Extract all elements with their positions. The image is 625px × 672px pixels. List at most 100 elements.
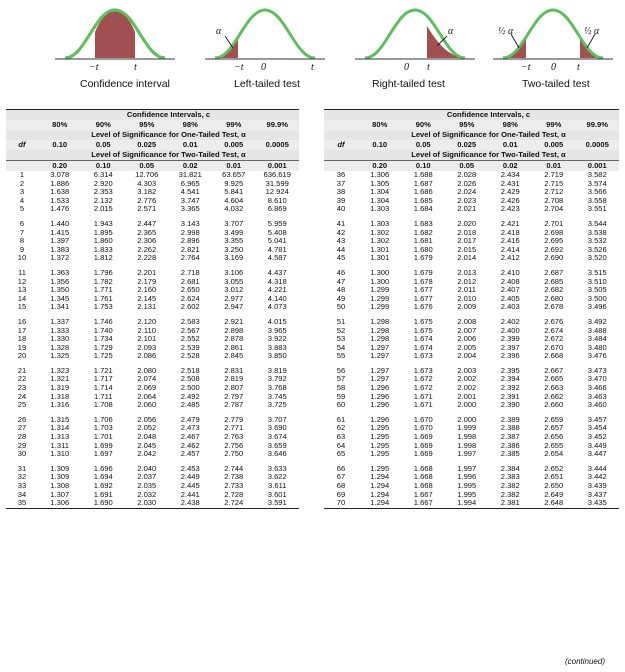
value-cell: 1.771 bbox=[93, 285, 113, 295]
value-cell: 2.438 bbox=[168, 498, 212, 509]
value-cell: 1.696 bbox=[93, 463, 113, 473]
value-cell: 3.460 bbox=[587, 400, 607, 410]
value-cell: 2.012 bbox=[457, 276, 477, 286]
value-cell: 3.551 bbox=[587, 204, 607, 214]
value-cell: 2.698 bbox=[544, 227, 564, 237]
value-cell: 1.295 bbox=[370, 440, 390, 450]
value-cell: 2.353 bbox=[93, 187, 113, 197]
df-cell: 22 bbox=[17, 374, 27, 384]
table-row: 35 1.306 1.690 2.030 2.438 2.724 3.591 bbox=[6, 498, 299, 509]
df-cell: 50 bbox=[336, 302, 346, 312]
df-cell: 34 bbox=[17, 489, 27, 499]
value-cell: 63.657 bbox=[222, 170, 246, 179]
value-cell: 2.662 bbox=[544, 391, 564, 401]
value-cell: 3.106 bbox=[224, 267, 244, 277]
conf-level: 99.9% bbox=[255, 120, 299, 130]
table-row: 28 1.313 1.701 2.048 2.467 2.763 3.674 bbox=[6, 432, 299, 442]
value-cell: 2.093 bbox=[137, 342, 157, 352]
value-cell: 2.756 bbox=[224, 440, 244, 450]
value-cell: 2.764 bbox=[180, 253, 200, 263]
df-cell: 9 bbox=[19, 244, 25, 254]
value-cell: 2.583 bbox=[180, 316, 200, 326]
table-row: 57 1.297 1.672 2.002 2.394 2.665 3.470 bbox=[324, 375, 619, 384]
value-cell: 1.300 bbox=[370, 276, 390, 286]
value-cell: 1.667 bbox=[401, 498, 445, 509]
value-cell: 1.674 bbox=[413, 334, 433, 344]
value-cell: 2.069 bbox=[137, 383, 157, 393]
df-cell: 69 bbox=[336, 489, 346, 499]
df-cell: 5 bbox=[19, 204, 25, 214]
value-cell: 1.296 bbox=[370, 391, 390, 401]
value-cell: 3.515 bbox=[587, 267, 607, 277]
value-cell: 2.414 bbox=[500, 244, 520, 254]
value-cell: 2.728 bbox=[224, 489, 244, 499]
value-cell: 3.463 bbox=[587, 391, 607, 401]
value-cell: 2.462 bbox=[180, 440, 200, 450]
two-tailed-title: Level of Significance for Two-Tailed Tes… bbox=[358, 150, 619, 161]
value-cell: 3.484 bbox=[587, 334, 607, 344]
value-cell: 3.055 bbox=[224, 276, 244, 286]
figure-caption: Confidence interval bbox=[80, 78, 170, 90]
value-cell: 2.074 bbox=[137, 374, 157, 384]
df-cell: 39 bbox=[336, 195, 346, 205]
value-cell: 1.680 bbox=[413, 244, 433, 254]
value-cell: 2.002 bbox=[457, 383, 477, 393]
table-row: 33 1.308 1.692 2.035 2.445 2.733 3.611 bbox=[6, 481, 299, 491]
value-cell: 2.692 bbox=[544, 244, 564, 254]
alpha-label: ½ α bbox=[584, 26, 600, 37]
table-row: 44 1.301 1.680 2.015 2.414 2.692 3.526 bbox=[324, 244, 619, 255]
value-cell: 1.761 bbox=[93, 293, 113, 303]
value-cell: 2.787 bbox=[224, 400, 244, 410]
continued-note: (continued) bbox=[564, 657, 605, 666]
value-cell: 2.656 bbox=[544, 432, 564, 442]
conf-level: 90% bbox=[401, 120, 445, 130]
table-row: 30 1.310 1.697 2.042 2.457 2.750 3.646 bbox=[6, 450, 299, 459]
value-cell: 4.318 bbox=[267, 276, 287, 286]
value-cell: 2.145 bbox=[137, 293, 157, 303]
value-cell: 1.295 bbox=[370, 463, 390, 473]
value-cell: 2.005 bbox=[457, 342, 477, 352]
value-cell: 2.715 bbox=[544, 178, 564, 188]
value-cell: 2.650 bbox=[180, 285, 200, 295]
table-row: 2 1.886 2.920 4.303 6.965 9.925 31.599 bbox=[6, 179, 299, 189]
df-cell: 10 bbox=[17, 253, 27, 263]
conf-title: Confidence Intervals, c bbox=[358, 109, 619, 120]
table-row: 11 1.363 1.796 2.201 2.718 3.106 4.437 bbox=[6, 263, 299, 278]
table-row: 69 1.294 1.667 1.995 2.382 2.649 3.437 bbox=[324, 489, 619, 500]
table-row: 56 1.297 1.673 2.003 2.395 2.667 3.473 bbox=[324, 361, 619, 376]
df-cell: 70 bbox=[324, 498, 358, 509]
value-cell: 2.528 bbox=[180, 351, 200, 361]
value-cell: 3.510 bbox=[587, 276, 607, 286]
table-row: 41 1.303 1.683 2.020 2.421 2.701 3.544 bbox=[324, 214, 619, 229]
value-cell: 1.667 bbox=[413, 489, 433, 499]
conf-level: 99% bbox=[532, 120, 576, 130]
value-cell: 3.574 bbox=[587, 178, 607, 188]
value-cell: 3.611 bbox=[268, 481, 287, 490]
table-row: 42 1.302 1.682 2.018 2.418 2.698 3.538 bbox=[324, 227, 619, 238]
value-cell: 3.850 bbox=[267, 351, 287, 361]
value-cell: 3.725 bbox=[267, 400, 287, 410]
value-cell: 2.002 bbox=[457, 374, 477, 384]
value-cell: 2.779 bbox=[224, 414, 244, 424]
value-cell: 3.470 bbox=[587, 374, 607, 384]
value-cell: 1.668 bbox=[413, 472, 433, 482]
value-cell: 2.110 bbox=[137, 325, 156, 335]
value-cell: 3.355 bbox=[224, 236, 244, 246]
value-cell: 5.959 bbox=[267, 218, 287, 228]
value-cell: 1.701 bbox=[93, 432, 113, 442]
df-cell: 48 bbox=[336, 285, 346, 295]
value-cell: 2.457 bbox=[180, 449, 200, 459]
value-cell: 1.671 bbox=[413, 391, 433, 401]
value-cell: 1.306 bbox=[370, 170, 390, 179]
alpha-two: 0.05 bbox=[445, 160, 489, 171]
value-cell: 2.724 bbox=[212, 498, 256, 509]
value-cell: 2.365 bbox=[137, 227, 157, 237]
value-cell: 2.650 bbox=[544, 481, 564, 490]
value-cell: 1.670 bbox=[413, 423, 433, 433]
alpha-label: α bbox=[216, 26, 222, 37]
value-cell: 2.042 bbox=[137, 449, 157, 459]
value-cell: 4.437 bbox=[267, 267, 287, 277]
value-cell: 2.744 bbox=[224, 463, 244, 473]
value-cell: 1.669 bbox=[413, 449, 433, 459]
distribution-figures: −t t Confidence interval α −t 0 t Left-t… bbox=[0, 0, 625, 100]
